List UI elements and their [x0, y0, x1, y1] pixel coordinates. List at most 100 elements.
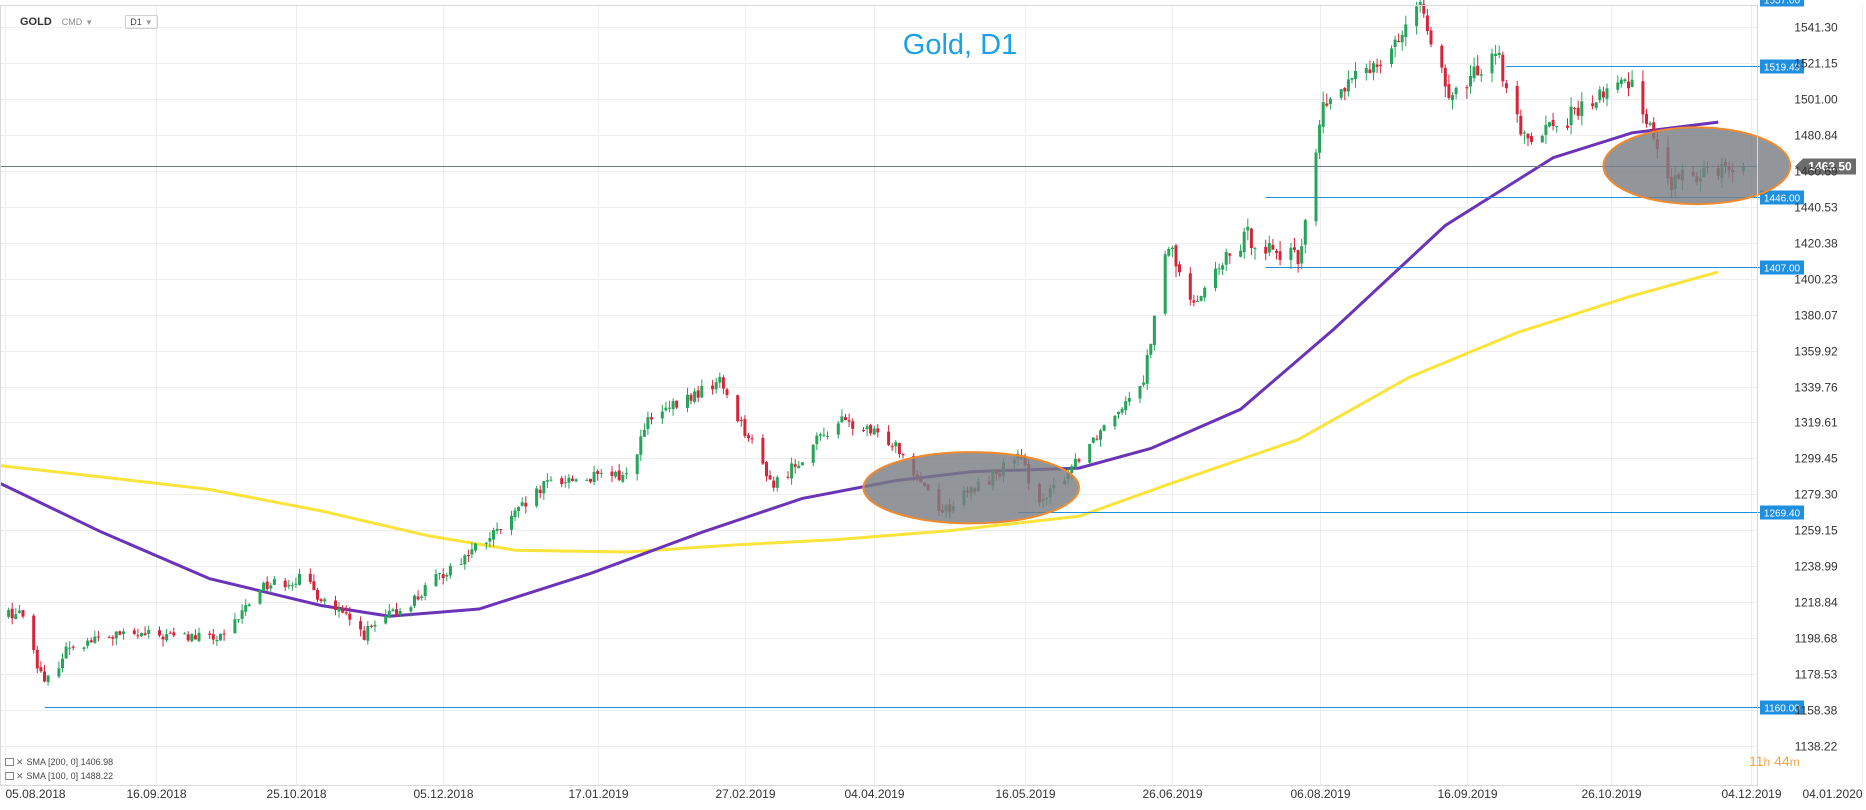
- candle-bull: [686, 394, 689, 408]
- candle-bull: [495, 528, 499, 531]
- candle-bull: [1300, 246, 1304, 264]
- countdown-hours: 11: [1749, 753, 1764, 769]
- candle-bull: [1199, 296, 1203, 301]
- candle-bull: [1253, 248, 1257, 250]
- level-label: 1446.00: [1764, 194, 1801, 205]
- candle-bull: [1548, 122, 1551, 127]
- chevron-down-icon: ▼: [144, 17, 153, 27]
- candle-bull: [1099, 430, 1102, 440]
- current-price-tag: [1795, 158, 1856, 175]
- candle-bull: [373, 624, 377, 627]
- candle-bull: [1372, 63, 1375, 73]
- candle-bull: [1390, 48, 1393, 64]
- candle-bull: [413, 595, 416, 606]
- candle-bull: [323, 599, 327, 602]
- candle-bull: [1454, 87, 1458, 95]
- candle-countdown: 11h 44m: [1749, 753, 1800, 769]
- candle-bear: [71, 646, 75, 648]
- candle-bear: [1515, 86, 1519, 115]
- candle-bull: [700, 386, 704, 398]
- candle-bull: [165, 634, 169, 641]
- candle-bull: [1605, 88, 1609, 99]
- candle-bear: [844, 417, 847, 421]
- close-icon[interactable]: ✕: [16, 771, 24, 781]
- candle-bull: [470, 549, 474, 555]
- countdown-hours-unit: h: [1763, 755, 1771, 769]
- candle-bull: [147, 630, 151, 634]
- candle-bull: [822, 434, 826, 436]
- candle-bear: [1264, 246, 1268, 254]
- candle-bull: [1497, 52, 1501, 55]
- candle-bull: [294, 583, 298, 585]
- candle-bear: [172, 632, 176, 636]
- candle-bear: [768, 475, 772, 480]
- y-tick-label: 1138.22: [1795, 740, 1838, 754]
- candle-bull: [639, 436, 643, 455]
- candle-bull: [660, 411, 664, 419]
- y-tick-label: 1501.00: [1794, 93, 1838, 107]
- x-tick-label: 04.01.2020: [1802, 787, 1862, 801]
- candle-bull: [1196, 301, 1199, 303]
- candle-bull: [517, 506, 521, 512]
- chevron-down-icon[interactable]: ▼: [85, 17, 94, 27]
- candle-bear: [395, 609, 398, 614]
- legend-sma200[interactable]: ✕ SMA [200, 0] 1406.98: [5, 755, 113, 769]
- candle-bull: [219, 633, 222, 641]
- candle-bull: [423, 585, 427, 596]
- close-icon[interactable]: ✕: [16, 757, 24, 767]
- candle-bull: [1648, 123, 1652, 125]
- candle-bear: [650, 417, 653, 420]
- candle-bear: [1641, 81, 1645, 115]
- y-tick-label: 1359.92: [1794, 345, 1838, 359]
- candle-bull: [287, 584, 291, 587]
- y-tick-label: 1198.68: [1795, 632, 1838, 646]
- candle-bear: [499, 529, 503, 530]
- candle-bull: [64, 646, 68, 659]
- timeframe-select[interactable]: D1 ▼: [125, 15, 158, 29]
- indicator-settings-icon[interactable]: [5, 772, 14, 780]
- candle-bear: [560, 478, 564, 485]
- candle-bear: [118, 631, 122, 635]
- candle-bear: [348, 613, 352, 620]
- candle-bear: [1476, 65, 1480, 76]
- candle-bear: [1375, 64, 1379, 67]
- candle-bull: [1469, 76, 1472, 87]
- level-label-bg: [1760, 0, 1804, 7]
- candle-bull: [510, 515, 513, 530]
- symbol-label[interactable]: GOLD: [20, 16, 52, 28]
- candle-bear: [1397, 41, 1401, 42]
- level-label-bg: [1760, 190, 1804, 205]
- candle-bear: [1077, 459, 1081, 462]
- consolidation-ellipse: [862, 451, 1080, 525]
- candle-bull: [549, 479, 553, 481]
- candle-bull: [1221, 265, 1225, 270]
- candle-bull: [391, 609, 395, 612]
- candle-bear: [107, 637, 111, 639]
- candle-bear: [1343, 88, 1347, 92]
- candle-bull: [1404, 24, 1408, 38]
- candle-bear: [161, 636, 165, 640]
- indicator-settings-icon[interactable]: [5, 758, 14, 766]
- x-tick-label: 17.01.2019: [568, 787, 628, 801]
- candle-bull: [671, 401, 675, 409]
- candle-bull: [714, 382, 718, 390]
- candle-bull: [1328, 98, 1332, 104]
- sma200-label: SMA [200, 0]: [26, 757, 79, 767]
- candle-bull: [387, 611, 391, 618]
- y-tick-label: 1259.15: [1794, 524, 1838, 538]
- candle-bear: [186, 634, 190, 641]
- candle-bull: [244, 605, 248, 612]
- candle-bear: [1591, 103, 1595, 106]
- candle-bear: [35, 649, 39, 669]
- category-label[interactable]: CMD: [61, 17, 83, 27]
- candle-bull: [68, 647, 72, 649]
- candle-bear: [21, 610, 25, 617]
- candle-bull: [1091, 437, 1095, 443]
- candle-bear: [1573, 108, 1577, 110]
- candle-bull: [1494, 53, 1498, 56]
- candle-bull: [122, 631, 125, 635]
- candle-bull: [445, 575, 449, 577]
- legend-sma100[interactable]: ✕ SMA [100, 0] 1488.22: [5, 769, 113, 783]
